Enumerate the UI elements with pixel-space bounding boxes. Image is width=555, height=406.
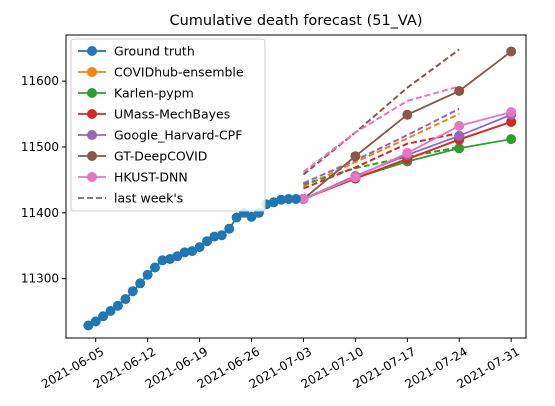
point-hkust-dnn	[402, 147, 413, 158]
point-ground-truth	[268, 197, 279, 208]
point-karlen-pypm	[506, 134, 517, 145]
point-ground-truth	[291, 194, 301, 204]
point-google-harvard-cpf	[454, 130, 465, 141]
point-ground-truth	[135, 278, 146, 289]
legend-box	[70, 38, 266, 212]
point-gt-deepcovid	[506, 46, 517, 57]
last-week-line-gt-deepcovid	[302, 48, 460, 176]
legend-label-last-week-s: last week's	[114, 191, 183, 206]
point-ground-truth	[142, 269, 153, 280]
point-hkust-dnn	[454, 120, 465, 131]
point-ground-truth	[112, 300, 123, 311]
series-line-gt-deepcovid	[302, 50, 512, 200]
last-week-line-google-harvard-cpf	[302, 107, 460, 185]
legend-marker-umass-mechbayes	[87, 109, 97, 119]
point-ground-truth	[224, 223, 235, 234]
point-gt-deepcovid	[454, 86, 465, 96]
point-umass-mechbayes	[506, 116, 517, 127]
point-ground-truth	[150, 262, 160, 273]
point-ground-truth	[231, 212, 242, 223]
point-gt-deepcovid	[350, 151, 361, 162]
y-tick-label: 11400	[21, 206, 59, 220]
point-ground-truth	[179, 247, 190, 258]
legend-label-umass-mechbayes: UMass-MechBayes	[114, 107, 230, 122]
legend-label-google-harvard-cpf: Google_Harvard-CPF	[114, 128, 242, 143]
point-ground-truth	[90, 316, 101, 327]
point-karlen-pypm	[454, 143, 465, 154]
point-gt-deepcovid	[402, 109, 413, 120]
point-ground-truth	[157, 255, 168, 266]
point-ground-truth	[216, 230, 227, 241]
legend-label-gt-deepcovid: GT-DeepCOVID	[114, 149, 207, 164]
point-ground-truth	[283, 194, 294, 204]
chart-title: Cumulative death forecast (51_VA)	[169, 13, 422, 29]
point-ground-truth	[105, 306, 116, 316]
point-ground-truth	[83, 320, 94, 331]
legend-marker-hkust-dnn	[87, 172, 97, 182]
legend-marker-gt-deepcovid	[87, 151, 97, 161]
legend-label-covidhub-ensemble: COVIDhub-ensemble	[114, 65, 244, 80]
point-ground-truth	[246, 211, 257, 222]
point-ground-truth	[172, 251, 183, 262]
point-ground-truth	[127, 286, 138, 297]
point-hkust-dnn	[350, 172, 361, 183]
legend-marker-covidhub-ensemble	[87, 67, 97, 77]
y-tick-label: 11600	[21, 74, 59, 88]
point-ground-truth	[187, 246, 198, 257]
point-ground-truth	[98, 311, 109, 322]
last-week-line-hkust-dnn	[302, 85, 460, 173]
point-ground-truth	[194, 242, 205, 253]
plot-frame	[65, 34, 527, 339]
legend-marker-google-harvard-cpf	[87, 130, 97, 140]
y-tick-label: 11300	[21, 272, 59, 286]
legend-label-ground-truth: Ground truth	[114, 44, 195, 59]
legend-label-hkust-dnn: HKUST-DNN	[114, 170, 188, 185]
point-hkust-dnn	[506, 107, 517, 118]
last-week-line-covidhub-ensemble	[302, 113, 460, 188]
legend-marker-karlen-pypm	[87, 88, 97, 98]
point-ground-truth	[209, 231, 220, 242]
point-ground-truth	[120, 294, 131, 305]
point-hkust-dnn	[298, 194, 309, 204]
y-tick-label: 11500	[21, 140, 59, 154]
legend-label-karlen-pypm: Karlen-pypm	[114, 86, 194, 101]
point-ground-truth	[276, 194, 287, 205]
last-week-line-karlen-pypm	[303, 146, 460, 186]
legend-marker-ground-truth	[87, 46, 97, 56]
legend: Ground truth COVIDhub-ensemble Karlen-pypm…	[70, 38, 266, 212]
point-ground-truth	[202, 236, 212, 247]
series-layer	[83, 46, 517, 331]
